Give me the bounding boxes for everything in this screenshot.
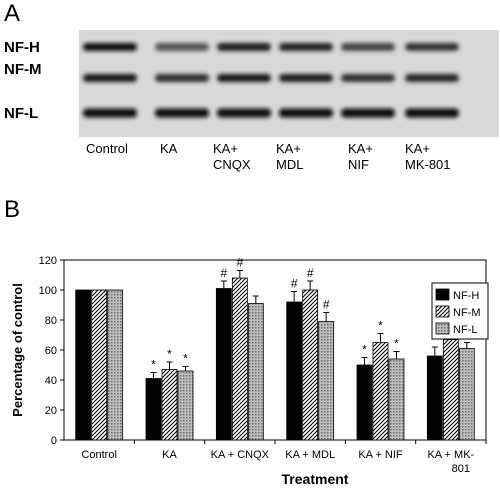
plot-area [63, 259, 487, 441]
blot-lane-label: MK-801 [405, 157, 451, 172]
blot-band [405, 74, 459, 82]
y-tick-label: 100 [39, 285, 57, 297]
significance-marker: # [220, 266, 227, 280]
blot-lane-label: NIF [348, 157, 369, 172]
x-tick-label: KA + MDL [285, 449, 335, 461]
blot-band [405, 108, 459, 118]
blot-band [155, 108, 209, 118]
blot-band [83, 74, 137, 82]
panel-b-letter: B [4, 196, 21, 223]
y-axis-title: Percentage of control [10, 283, 25, 417]
significance-marker: * [167, 347, 172, 361]
blot-lane-label: MDL [276, 157, 303, 172]
blot-band [155, 43, 209, 51]
x-axis-title: Treatment [282, 471, 349, 487]
blot-lane-label: KA [160, 141, 178, 156]
legend-entry: NF-M [453, 307, 481, 319]
bar-nf-m [91, 289, 108, 441]
bar-nf-m [372, 342, 389, 441]
significance-marker: * [378, 319, 383, 333]
legend-swatch [435, 305, 450, 318]
blot-band [217, 43, 271, 51]
blot-band [279, 74, 333, 82]
blot-band [341, 74, 395, 82]
blot-band [155, 74, 209, 82]
significance-marker: # [236, 256, 243, 270]
bar-nf-h [356, 364, 373, 441]
y-tick-label: 40 [45, 375, 57, 387]
bar-nf-l [107, 289, 124, 441]
bar-nf-h [145, 378, 162, 441]
blot-band [83, 108, 137, 118]
legend-swatch [435, 322, 450, 335]
significance-marker: * [362, 343, 367, 357]
bar-nf-l [177, 370, 194, 441]
significance-marker: * [183, 352, 188, 366]
blot-band-label: NF-H [4, 39, 40, 56]
bar-nf-l [388, 358, 405, 441]
blot-lane-label: KA+ [276, 141, 301, 156]
x-tick-label: KA + NIF [358, 449, 403, 461]
x-tick-label: KA [162, 449, 177, 461]
blot-lane-label: KA+ [405, 141, 430, 156]
bar-nf-h [426, 355, 443, 441]
bar-nf-m [231, 277, 248, 441]
blot-band [279, 43, 333, 51]
blot-lane-label: KA+ [213, 141, 238, 156]
bar-nf-h [75, 289, 92, 441]
bar-nf-h [286, 301, 303, 441]
blot-band-label: NF-L [4, 105, 38, 122]
bar-nf-m [442, 339, 459, 441]
bar-nf-l [458, 348, 475, 441]
significance-marker: # [307, 266, 314, 280]
blot-band [341, 43, 395, 51]
blot-lane-label: Control [86, 141, 128, 156]
blot-band [279, 108, 333, 118]
y-tick-label: 60 [45, 345, 57, 357]
panel-a-letter: A [4, 0, 21, 27]
blot-band [217, 108, 271, 118]
blot-band [341, 108, 395, 118]
bar-nf-m [161, 369, 178, 441]
blot-lane-label: CNQX [213, 157, 251, 172]
blot-band [83, 43, 137, 51]
bar-nf-h [215, 288, 232, 441]
significance-marker: # [323, 298, 330, 312]
x-tick-label: KA + CNQX [211, 449, 270, 461]
legend-entry: NF-H [453, 290, 479, 302]
significance-marker: * [394, 337, 399, 351]
blot-band [405, 43, 459, 51]
bar-nf-m [302, 289, 319, 441]
y-tick-label: 120 [39, 255, 57, 267]
blot-lane-label: KA+ [348, 141, 373, 156]
bar-nf-l [247, 303, 264, 441]
blot-band-label: NF-M [4, 61, 42, 78]
y-tick-label: 20 [45, 405, 57, 417]
blot-band [217, 74, 271, 82]
x-tick-label: Control [81, 449, 116, 461]
significance-marker: * [151, 358, 156, 372]
legend-swatch [435, 288, 450, 301]
x-tick-label: 801 [452, 463, 470, 475]
bar-nf-l [318, 321, 335, 441]
y-tick-label: 80 [45, 315, 57, 327]
y-tick-label: 0 [51, 435, 57, 447]
significance-marker: # [291, 277, 298, 291]
x-tick-label: KA + MK- [427, 449, 474, 461]
legend-entry: NF-L [453, 324, 477, 336]
